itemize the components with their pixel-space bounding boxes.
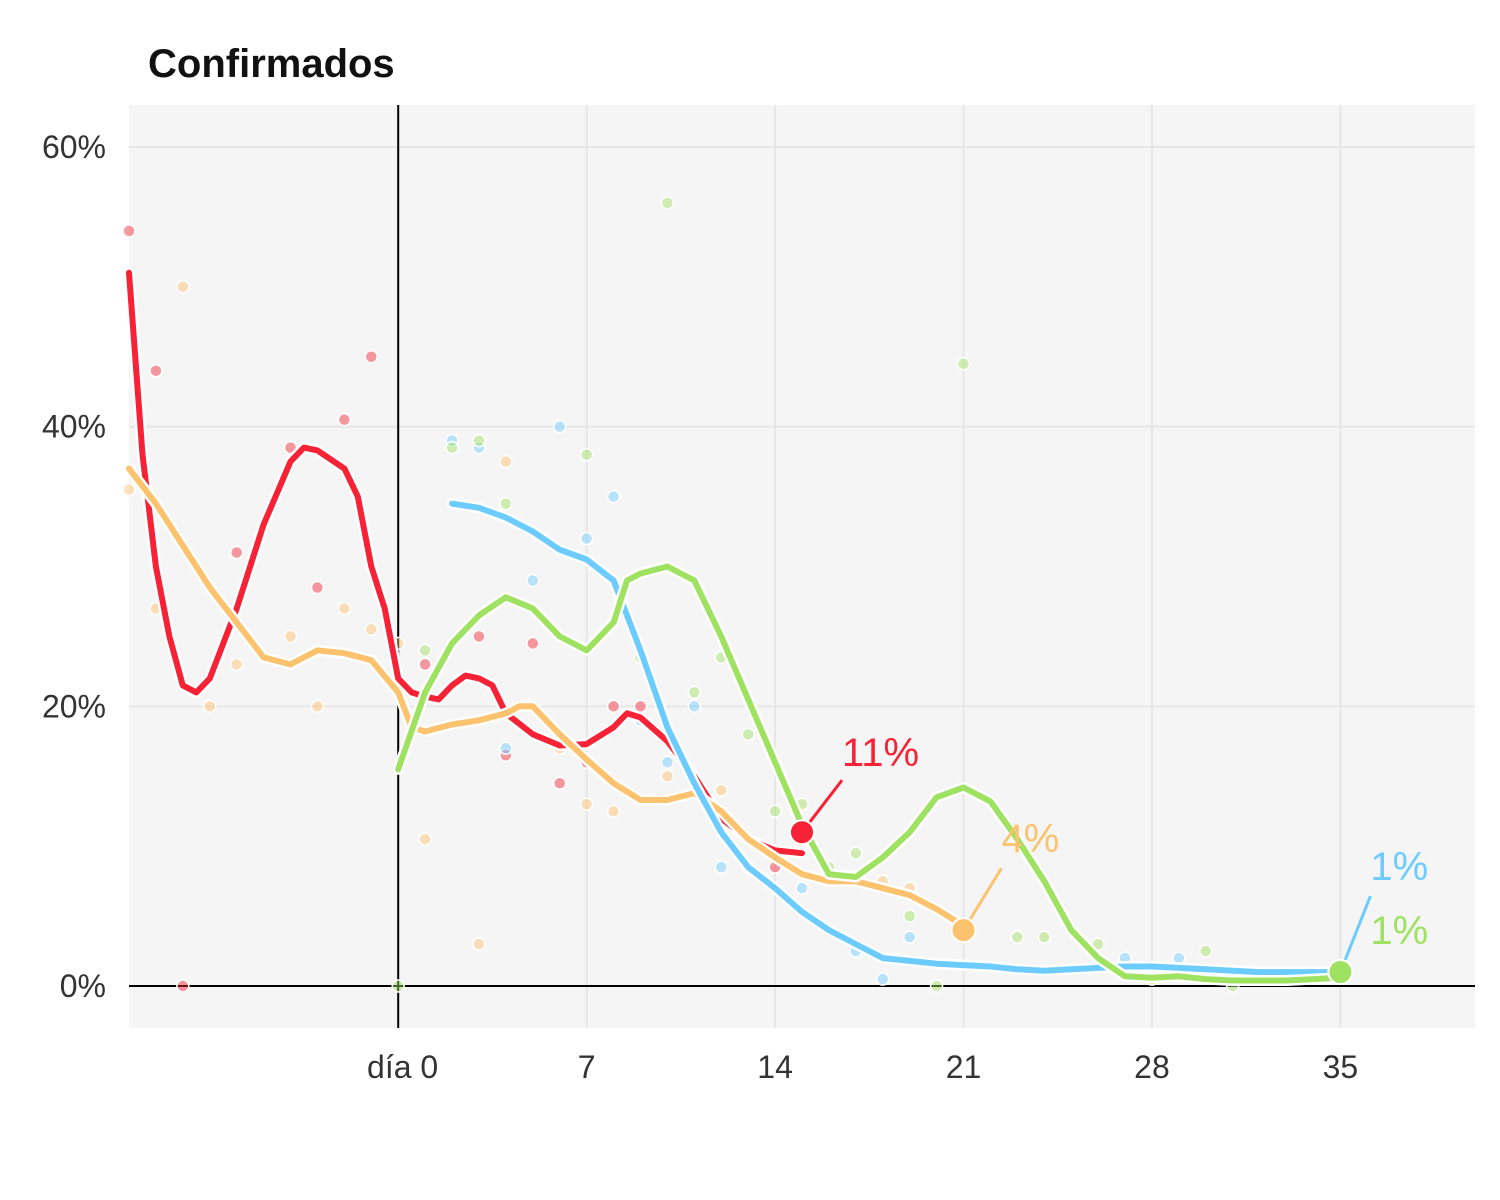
data-point: [660, 769, 675, 784]
y-tick-label: 0%: [60, 968, 106, 1004]
labels-layer: 11% 4% 1% 1%: [789, 731, 1428, 986]
data-point: [122, 482, 136, 497]
data-point: [364, 349, 379, 364]
data-point: [337, 412, 352, 427]
data-point: [606, 804, 621, 818]
data-point: [552, 419, 567, 434]
x-tick-label: 28: [1134, 1049, 1170, 1085]
data-point: [229, 657, 244, 672]
x-tick-label: 21: [946, 1049, 982, 1085]
grid-layer: [129, 105, 1475, 1028]
y-tick-label: 60%: [42, 129, 106, 165]
data-point: [956, 356, 971, 371]
data-point: [1199, 944, 1213, 958]
data-point: [499, 454, 513, 469]
data-point: [122, 224, 136, 238]
data-point: [418, 657, 432, 672]
chart-title: Confirmados: [148, 42, 395, 86]
data-point: [499, 496, 513, 511]
data-point: [849, 846, 863, 860]
data-point: [526, 636, 540, 651]
data-point: [445, 433, 459, 448]
axis-layer: 0% 20% 40% 60% día 0 7 14 21 28 35: [42, 105, 1475, 1085]
data-point: [283, 629, 298, 644]
end-value-label: 4%: [1002, 817, 1060, 861]
data-point: [472, 440, 486, 455]
data-point: [929, 979, 944, 993]
x-tick-label: 14: [757, 1049, 793, 1085]
end-point-marker: [950, 917, 977, 944]
data-point: [472, 629, 486, 644]
end-point-marker: [789, 819, 815, 846]
data-point: [364, 622, 379, 637]
data-point: [606, 699, 621, 714]
data-point: [606, 489, 621, 504]
end-leader-line: [1339, 895, 1372, 973]
data-point: [337, 601, 352, 616]
x-tick-label: 35: [1323, 1049, 1359, 1085]
data-point: [149, 363, 163, 378]
data-point: [876, 972, 890, 986]
data-point: [176, 979, 190, 993]
data-point: [1010, 930, 1025, 944]
data-point: [902, 909, 917, 923]
data-point: [687, 699, 702, 714]
data-point: [176, 280, 190, 294]
data-point: [310, 580, 325, 595]
data-point: [687, 685, 702, 700]
x-tick-label: 7: [578, 1049, 596, 1085]
series-line: [126, 465, 967, 929]
series-line: [449, 500, 1344, 976]
data-point: [1037, 930, 1052, 944]
data-point: [714, 860, 728, 874]
data-point: [660, 196, 675, 210]
data-point: [391, 979, 405, 993]
data-point: [472, 433, 486, 448]
data-point: [579, 797, 594, 811]
end-value-label: 1%: [1370, 909, 1428, 953]
end-point-marker: [1327, 959, 1354, 986]
end-value-label: 11%: [842, 731, 919, 775]
data-point: [445, 440, 459, 455]
x-tick-label: día 0: [367, 1049, 438, 1085]
y-tick-label: 20%: [42, 688, 106, 724]
end-value-label: 1%: [1370, 845, 1428, 889]
data-point: [660, 755, 675, 770]
data-point: [768, 804, 782, 818]
data-point: [203, 699, 217, 714]
data-point: [499, 748, 513, 763]
data-point: [418, 643, 432, 658]
series-line: [395, 563, 1344, 984]
data-point: [902, 930, 917, 944]
data-point: [714, 783, 728, 798]
data-point: [418, 832, 432, 846]
data-point: [795, 881, 809, 895]
data-point: [526, 573, 540, 588]
data-point: [229, 545, 244, 560]
lines-layer: [123, 267, 1346, 986]
data-point: [741, 727, 755, 742]
data-point: [552, 776, 567, 791]
data-point: [499, 741, 513, 756]
data-point: [579, 531, 594, 546]
y-tick-label: 40%: [42, 409, 106, 445]
data-point: [310, 699, 325, 714]
data-point: [472, 937, 486, 951]
data-point: [579, 447, 594, 462]
